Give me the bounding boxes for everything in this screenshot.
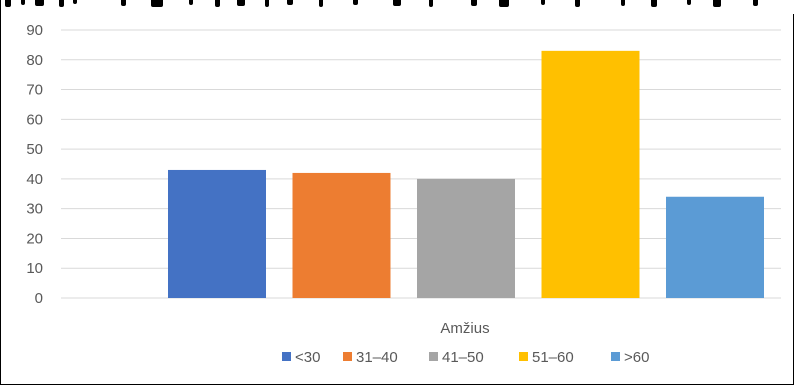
y-tick-label: 60 <box>26 111 43 128</box>
bar-3 <box>417 178 515 298</box>
legend: <30 31–40 41–50 51–60 >60 <box>282 349 649 366</box>
y-tick-label: 40 <box>26 171 43 188</box>
y-tick-label: 30 <box>26 201 43 218</box>
x-axis-category-label: Amžius <box>440 320 489 337</box>
bar-4 <box>541 50 640 298</box>
y-tick-label: 70 <box>26 82 43 99</box>
y-tick-label: 20 <box>26 230 43 247</box>
legend-label: <30 <box>295 349 320 366</box>
legend-label: 31–40 <box>356 349 398 366</box>
y-tick-label: 0 <box>35 290 43 307</box>
legend-swatch <box>343 352 352 361</box>
y-axis-tick-labels: 0 10 20 30 40 50 60 70 80 90 <box>26 22 43 307</box>
cropped-text-strip <box>1 0 794 14</box>
legend-label: >60 <box>624 349 649 366</box>
legend-swatch <box>519 352 528 361</box>
legend-label: 41–50 <box>442 349 484 366</box>
bars <box>168 50 764 298</box>
y-tick-label: 10 <box>26 260 43 277</box>
legend-label: 51–60 <box>532 349 574 366</box>
y-tick-label: 80 <box>26 52 43 69</box>
legend-swatch <box>282 352 291 361</box>
y-tick-label: 50 <box>26 141 43 158</box>
legend-swatch <box>611 352 620 361</box>
bar-5 <box>666 196 764 298</box>
bar-1 <box>168 169 266 298</box>
legend-swatch <box>429 352 438 361</box>
y-tick-label: 90 <box>26 22 43 39</box>
bar-2 <box>292 172 391 298</box>
